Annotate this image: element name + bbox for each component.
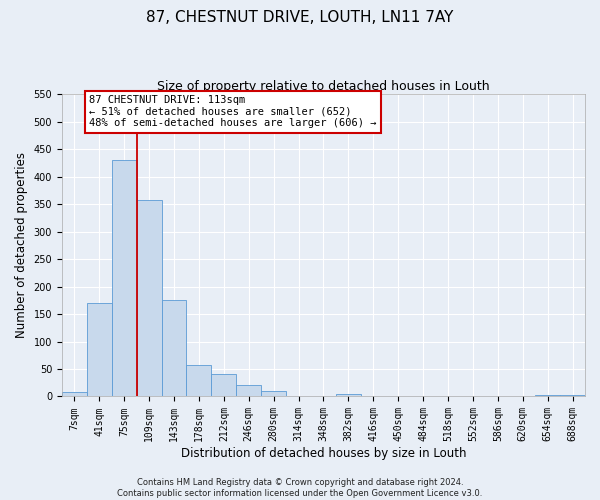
- Bar: [161, 300, 187, 396]
- Bar: [236, 386, 261, 396]
- X-axis label: Distribution of detached houses by size in Louth: Distribution of detached houses by size …: [181, 447, 466, 460]
- Bar: [62, 392, 87, 396]
- Bar: [137, 200, 161, 396]
- Bar: [87, 303, 112, 396]
- Bar: [187, 365, 211, 396]
- Text: 87 CHESTNUT DRIVE: 113sqm
← 51% of detached houses are smaller (652)
48% of semi: 87 CHESTNUT DRIVE: 113sqm ← 51% of detac…: [89, 96, 377, 128]
- Bar: [112, 160, 137, 396]
- Text: 87, CHESTNUT DRIVE, LOUTH, LN11 7AY: 87, CHESTNUT DRIVE, LOUTH, LN11 7AY: [146, 10, 454, 25]
- Bar: [535, 395, 560, 396]
- Text: Contains HM Land Registry data © Crown copyright and database right 2024.
Contai: Contains HM Land Registry data © Crown c…: [118, 478, 482, 498]
- Bar: [336, 394, 361, 396]
- Bar: [211, 374, 236, 396]
- Y-axis label: Number of detached properties: Number of detached properties: [15, 152, 28, 338]
- Title: Size of property relative to detached houses in Louth: Size of property relative to detached ho…: [157, 80, 490, 93]
- Bar: [261, 391, 286, 396]
